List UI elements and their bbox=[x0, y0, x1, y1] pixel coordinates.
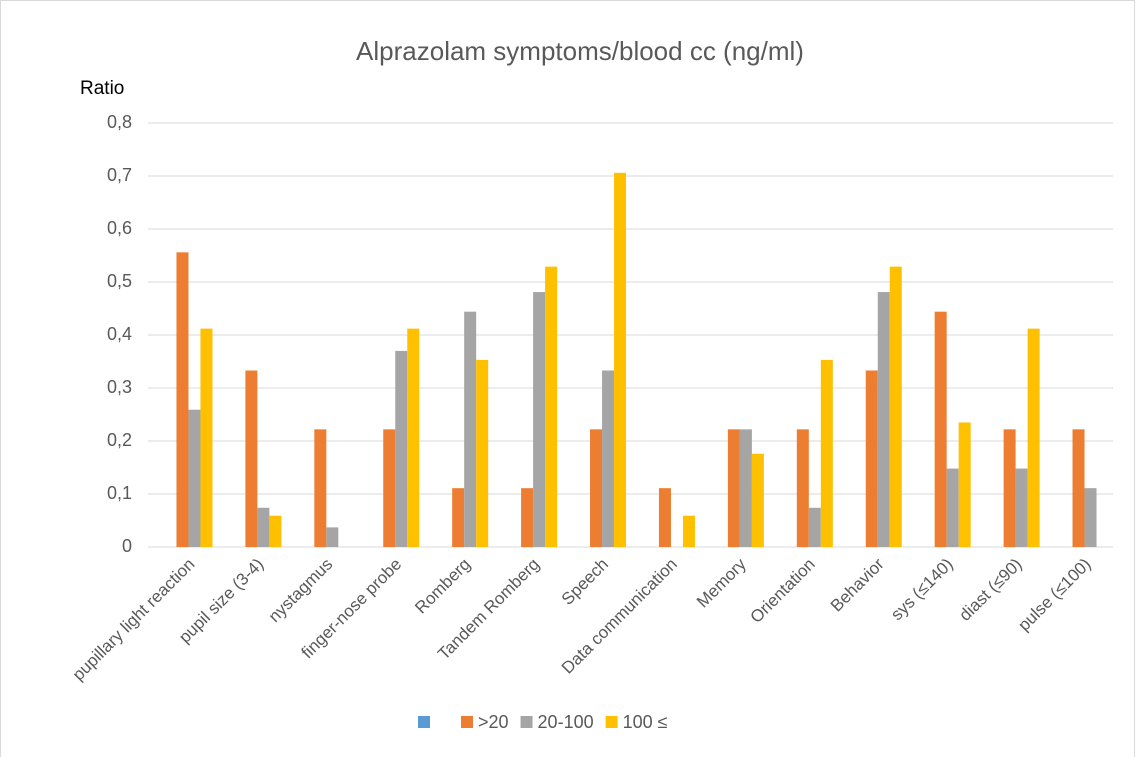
bar bbox=[407, 328, 420, 547]
bar bbox=[877, 292, 890, 547]
y-tick-label: 0,3 bbox=[107, 377, 132, 397]
bar bbox=[1003, 429, 1016, 547]
legend-swatch bbox=[605, 716, 618, 728]
y-tick-label: 0 bbox=[122, 536, 132, 556]
bar bbox=[314, 429, 327, 547]
bar bbox=[1015, 468, 1028, 547]
bar bbox=[590, 429, 603, 547]
bar bbox=[958, 422, 971, 547]
bar bbox=[946, 468, 959, 547]
y-tick-label: 0,4 bbox=[107, 324, 132, 344]
bar bbox=[1027, 328, 1040, 547]
chart-title: Alprazolam symptoms/blood cc (ng/ml) bbox=[356, 36, 804, 66]
bar bbox=[739, 429, 752, 547]
bar bbox=[176, 252, 189, 547]
bar bbox=[521, 488, 534, 547]
y-tick-label: 0,6 bbox=[107, 218, 132, 238]
bar bbox=[1072, 429, 1085, 547]
bar bbox=[545, 266, 558, 547]
y-tick-label: 0,1 bbox=[107, 483, 132, 503]
bar bbox=[533, 292, 546, 547]
bar bbox=[751, 453, 764, 547]
bar bbox=[200, 328, 213, 547]
bar bbox=[476, 359, 489, 547]
bar bbox=[658, 488, 671, 547]
bar bbox=[682, 515, 695, 547]
bar bbox=[934, 311, 947, 547]
legend-swatch bbox=[520, 716, 533, 728]
bar bbox=[245, 370, 258, 547]
bar bbox=[1084, 488, 1097, 547]
bar bbox=[452, 488, 465, 547]
legend-label: 100 ≤ bbox=[623, 712, 668, 732]
bar bbox=[808, 507, 821, 547]
bar bbox=[865, 370, 878, 547]
y-tick-label: 0,5 bbox=[107, 271, 132, 291]
bar bbox=[614, 172, 627, 547]
bar bbox=[188, 409, 201, 547]
bar bbox=[796, 429, 809, 547]
legend-label: 20-100 bbox=[538, 712, 594, 732]
bar bbox=[269, 515, 282, 547]
legend-swatch bbox=[461, 716, 473, 728]
bar bbox=[464, 311, 477, 547]
bar bbox=[257, 507, 270, 547]
bar bbox=[727, 429, 740, 547]
y-tick-label: 0,7 bbox=[107, 165, 132, 185]
bar bbox=[602, 370, 615, 547]
y-axis-label: Ratio bbox=[80, 78, 124, 99]
legend-swatch bbox=[418, 716, 430, 728]
bar bbox=[326, 527, 339, 547]
bar bbox=[395, 350, 408, 547]
bar bbox=[820, 359, 833, 547]
y-tick-label: 0,8 bbox=[107, 112, 132, 132]
y-tick-label: 0,2 bbox=[107, 430, 132, 450]
legend-label: >20 bbox=[478, 712, 509, 732]
bar bbox=[383, 429, 396, 547]
bar bbox=[889, 266, 902, 547]
